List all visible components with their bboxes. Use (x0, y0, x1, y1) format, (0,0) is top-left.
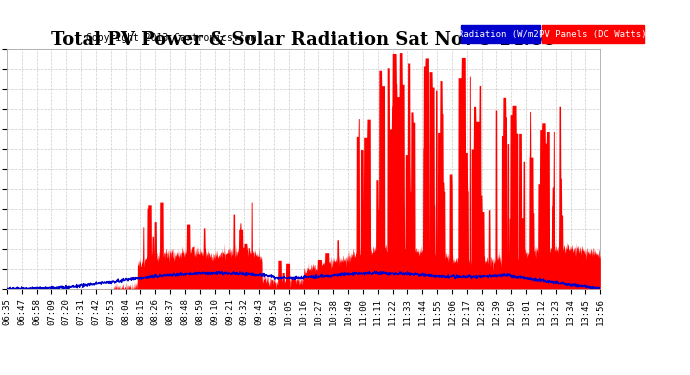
Text: PV Panels (DC Watts): PV Panels (DC Watts) (539, 30, 647, 39)
Title: Total PV Power & Solar Radiation Sat Nov 9 14:06: Total PV Power & Solar Radiation Sat Nov… (52, 31, 555, 49)
Text: Radiation (W/m2): Radiation (W/m2) (457, 30, 544, 39)
Text: Copyright 2013 Cartronics.com: Copyright 2013 Cartronics.com (86, 33, 257, 43)
